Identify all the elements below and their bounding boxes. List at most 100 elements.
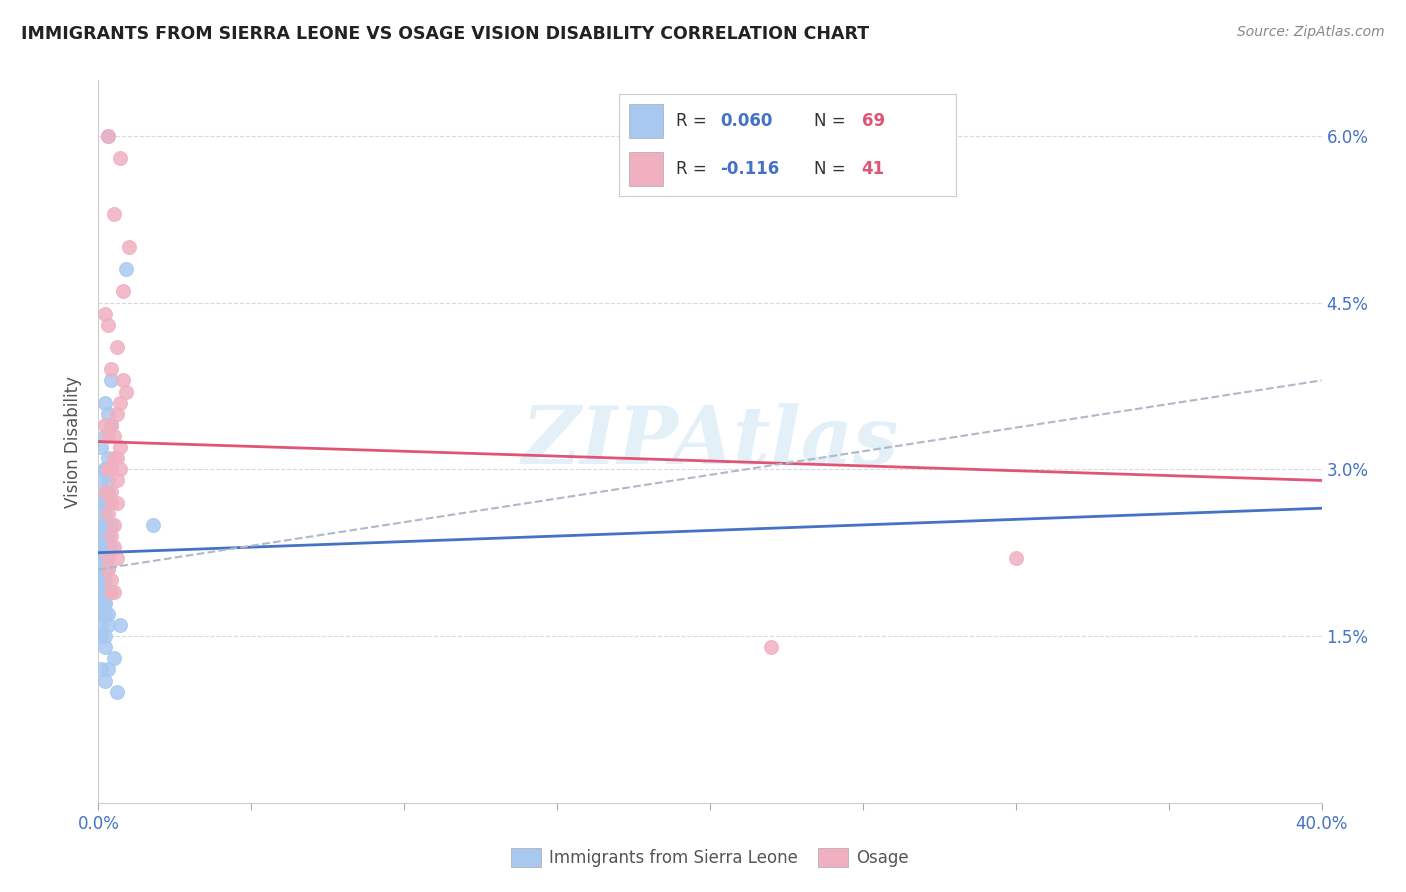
Point bbox=[90, 574, 112, 588]
Legend: Immigrants from Sierra Leone, Osage: Immigrants from Sierra Leone, Osage bbox=[505, 841, 915, 874]
Point bbox=[142, 517, 165, 532]
Text: 69: 69 bbox=[862, 112, 884, 130]
Point bbox=[93, 584, 115, 599]
Point bbox=[105, 451, 128, 466]
Text: Source: ZipAtlas.com: Source: ZipAtlas.com bbox=[1237, 25, 1385, 39]
Text: N =: N = bbox=[814, 160, 851, 178]
Point bbox=[105, 684, 128, 698]
Point bbox=[100, 540, 122, 554]
Point bbox=[103, 517, 125, 532]
Point bbox=[97, 529, 120, 543]
Point bbox=[90, 662, 112, 676]
Point bbox=[100, 574, 122, 588]
FancyBboxPatch shape bbox=[628, 153, 662, 186]
Point bbox=[100, 584, 122, 599]
Point bbox=[90, 562, 112, 576]
Point bbox=[93, 540, 115, 554]
Point bbox=[90, 596, 112, 610]
Point bbox=[93, 640, 115, 655]
Point bbox=[103, 540, 125, 554]
Point bbox=[90, 584, 112, 599]
Point bbox=[93, 551, 115, 566]
FancyBboxPatch shape bbox=[628, 104, 662, 137]
Point bbox=[97, 484, 120, 499]
Point bbox=[93, 417, 115, 432]
Point bbox=[759, 640, 782, 655]
Point bbox=[93, 562, 115, 576]
Point bbox=[93, 529, 115, 543]
Point bbox=[97, 562, 120, 576]
Point bbox=[115, 262, 138, 277]
Point bbox=[108, 395, 131, 409]
Point bbox=[115, 384, 138, 399]
Point bbox=[97, 507, 120, 521]
Point bbox=[97, 551, 120, 566]
Point bbox=[97, 618, 120, 632]
Point bbox=[93, 429, 115, 443]
Point bbox=[103, 584, 125, 599]
Y-axis label: Vision Disability: Vision Disability bbox=[65, 376, 83, 508]
Point bbox=[103, 207, 125, 221]
Text: IMMIGRANTS FROM SIERRA LEONE VS OSAGE VISION DISABILITY CORRELATION CHART: IMMIGRANTS FROM SIERRA LEONE VS OSAGE VI… bbox=[21, 25, 869, 43]
Point bbox=[100, 462, 122, 476]
Point bbox=[111, 285, 134, 299]
Point bbox=[97, 584, 120, 599]
Point bbox=[90, 474, 112, 488]
Point bbox=[97, 562, 120, 576]
Point bbox=[111, 373, 134, 387]
Point bbox=[93, 607, 115, 621]
Text: 0.060: 0.060 bbox=[720, 112, 772, 130]
Point bbox=[100, 417, 122, 432]
Point bbox=[93, 574, 115, 588]
Point bbox=[103, 651, 125, 665]
Point bbox=[90, 551, 112, 566]
Point bbox=[97, 407, 120, 421]
Point bbox=[93, 517, 115, 532]
Point bbox=[90, 517, 112, 532]
Point bbox=[90, 618, 112, 632]
Point bbox=[1004, 551, 1026, 566]
Point bbox=[93, 596, 115, 610]
Point bbox=[90, 629, 112, 643]
Text: ZIPAtlas: ZIPAtlas bbox=[522, 403, 898, 480]
Point bbox=[105, 340, 128, 354]
Point bbox=[97, 462, 120, 476]
Point bbox=[100, 484, 122, 499]
Text: 41: 41 bbox=[862, 160, 884, 178]
Point bbox=[103, 451, 125, 466]
Point bbox=[93, 574, 115, 588]
Point bbox=[100, 373, 122, 387]
Point bbox=[108, 440, 131, 454]
Point bbox=[103, 429, 125, 443]
Point bbox=[100, 362, 122, 376]
Point bbox=[97, 474, 120, 488]
Point bbox=[90, 440, 112, 454]
Point bbox=[100, 462, 122, 476]
Point bbox=[93, 596, 115, 610]
Point bbox=[97, 128, 120, 143]
Point bbox=[90, 584, 112, 599]
Point bbox=[93, 484, 115, 499]
Point bbox=[93, 462, 115, 476]
Point bbox=[93, 507, 115, 521]
Point bbox=[97, 128, 120, 143]
Point bbox=[100, 417, 122, 432]
Point bbox=[90, 596, 112, 610]
Point bbox=[105, 474, 128, 488]
Point bbox=[97, 551, 120, 566]
Point bbox=[100, 517, 122, 532]
Point bbox=[118, 240, 141, 254]
Point bbox=[97, 540, 120, 554]
Point bbox=[97, 662, 120, 676]
Point bbox=[93, 307, 115, 321]
Point bbox=[90, 529, 112, 543]
Point bbox=[93, 484, 115, 499]
Point bbox=[90, 540, 112, 554]
Point bbox=[105, 407, 128, 421]
Point bbox=[90, 496, 112, 510]
Point bbox=[93, 551, 115, 566]
Text: R =: R = bbox=[676, 112, 711, 130]
Point bbox=[90, 607, 112, 621]
Point bbox=[93, 574, 115, 588]
Point bbox=[97, 529, 120, 543]
